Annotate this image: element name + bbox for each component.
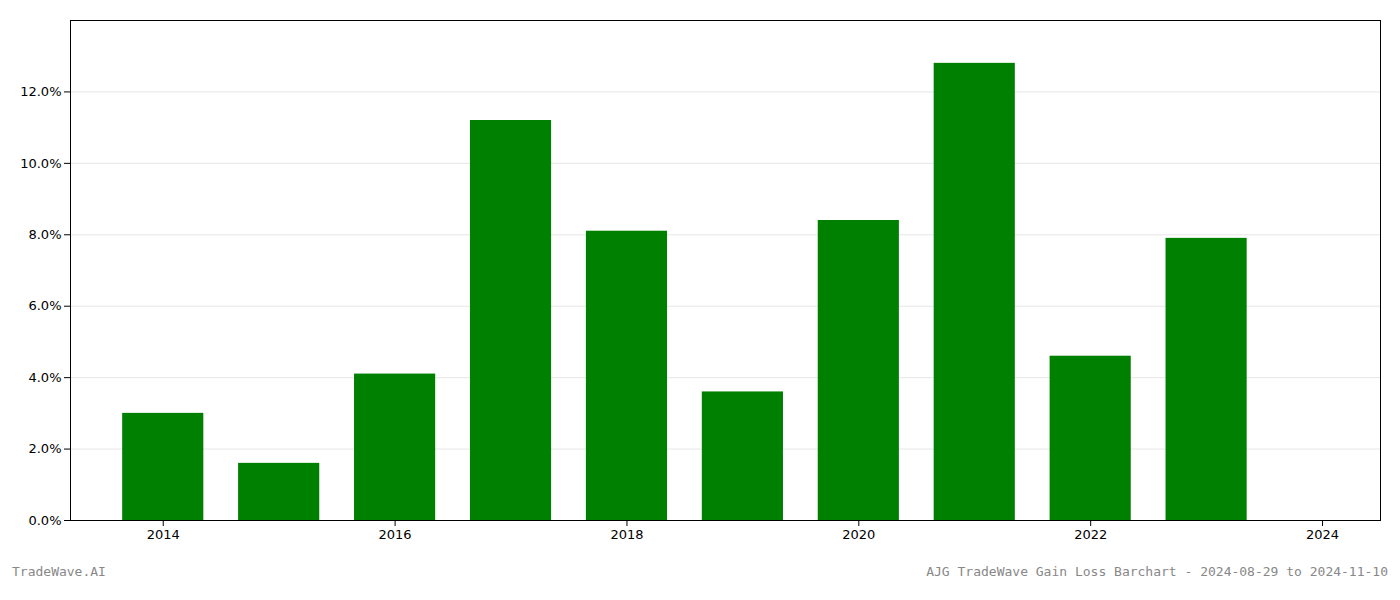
svg-text:2024: 2024	[1306, 527, 1339, 542]
svg-text:2022: 2022	[1074, 527, 1107, 542]
svg-text:2016: 2016	[379, 527, 412, 542]
html-text:TradeWave.AI: TradeWave.AI	[12, 564, 106, 579]
svg-text:4.0%: 4.0%	[28, 370, 61, 385]
svg-text:2014: 2014	[147, 527, 180, 542]
svg-text:2020: 2020	[842, 527, 875, 542]
svg-text:0.0%: 0.0%	[28, 513, 61, 528]
svg-text:2018: 2018	[610, 527, 643, 542]
html-text:AJG TradeWave Gain Loss Barcha: AJG TradeWave Gain Loss Barchart - 2024-…	[926, 564, 1388, 579]
svg-text:6.0%: 6.0%	[28, 298, 61, 313]
svg-text:10.0%: 10.0%	[20, 156, 61, 171]
svg-text:8.0%: 8.0%	[28, 227, 61, 242]
svg-text:2.0%: 2.0%	[28, 441, 61, 456]
svg-text:12.0%: 12.0%	[20, 84, 61, 99]
